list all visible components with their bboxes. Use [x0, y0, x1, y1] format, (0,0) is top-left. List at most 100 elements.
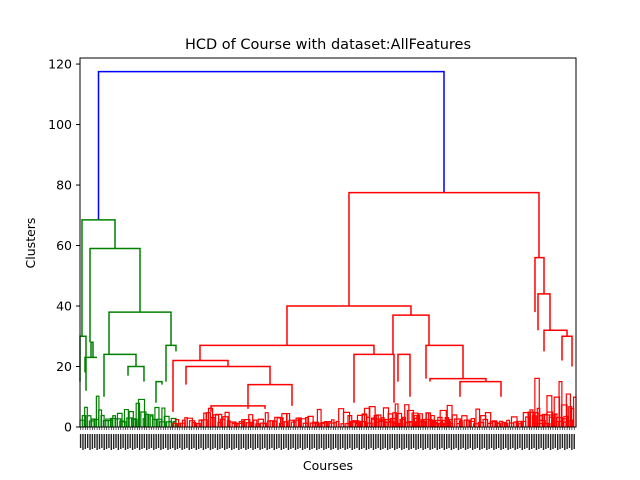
- leaf-merge-4-16: [565, 393, 571, 427]
- x-leaf-label-17: [98, 434, 101, 449]
- x-leaf-label-267: [394, 434, 396, 450]
- y-axis: 0 20 40 60 80 100 120: [48, 57, 80, 435]
- x-leaf-label-401: [552, 434, 554, 449]
- leaf-merge-2-40: [264, 412, 269, 427]
- dendrogram-link-1: [97, 70, 445, 220]
- x-leaf-label-133: [235, 434, 238, 448]
- x-leaf-label-79: [172, 434, 174, 448]
- x-leaf-label-61: [150, 434, 153, 448]
- x-leaf-label-23: [105, 434, 108, 449]
- dendrogram-link-19: [353, 353, 395, 403]
- x-leaf-label-273: [401, 434, 403, 450]
- x-leaf-label-205: [320, 434, 323, 448]
- dendrogram-link-17: [247, 383, 293, 409]
- x-leaf-label-11: [91, 434, 94, 449]
- leaf-merge-3-25: [404, 404, 410, 427]
- x-leaf-label-259: [384, 434, 386, 448]
- x-leaf-label-271: [398, 434, 401, 448]
- leaf-merge-2-140: [501, 421, 507, 427]
- x-leaf-label-381: [528, 434, 531, 450]
- x-leaf-label-375: [521, 434, 523, 450]
- x-leaf-label-225: [344, 434, 346, 450]
- x-leaf-label-107: [205, 434, 207, 449]
- y-tick-label-120: 120: [48, 57, 72, 72]
- x-leaf-label-295: [427, 434, 429, 448]
- leaf-merge-2-58: [307, 415, 314, 427]
- x-leaf-label-177: [287, 434, 290, 450]
- leaf-merge-2-45: [276, 417, 284, 427]
- x-leaf-label-317: [453, 434, 455, 449]
- x-leaf-label-43: [129, 434, 131, 448]
- dendrogram-link-16: [185, 365, 271, 385]
- dendrogram-link-8: [165, 344, 177, 382]
- x-leaf-label-305: [438, 434, 441, 449]
- leaf-merge-1-6: [91, 418, 96, 427]
- x-leaf-label-37: [122, 434, 124, 448]
- x-leaf-label-237: [358, 434, 360, 450]
- x-leaf-label-211: [327, 434, 330, 448]
- x-leaf-label-153: [259, 434, 261, 450]
- x-leaf-label-39: [124, 434, 127, 450]
- x-leaf-label-343: [483, 434, 486, 448]
- leaf-merge-2-72: [340, 423, 345, 427]
- x-leaf-label-201: [316, 434, 318, 450]
- leaf-merge-2-23: [224, 411, 230, 427]
- leaf-merge-4-3: [534, 377, 540, 427]
- leaf-merge-2-9: [191, 422, 197, 427]
- x-leaf-label-71: [162, 434, 164, 449]
- x-leaf-label-257: [382, 434, 384, 449]
- x-leaf-label-303: [436, 434, 438, 450]
- x-leaf-label-337: [476, 434, 479, 448]
- x-leaf-label-197: [311, 434, 313, 449]
- x-leaf-label-387: [535, 434, 538, 450]
- x-leaf-label-261: [386, 434, 389, 450]
- x-leaf-label-233: [353, 434, 356, 449]
- x-leaf-label-221: [339, 434, 342, 449]
- x-leaf-label-333: [471, 434, 474, 450]
- dendrogram-link-13: [286, 305, 412, 346]
- x-leaf-label-239: [360, 434, 363, 449]
- dendrogram-link-2: [81, 219, 116, 337]
- x-leaf-label-279: [408, 434, 410, 450]
- dendrogram-link-20: [392, 314, 430, 355]
- x-leaf-label-311: [445, 434, 448, 449]
- x-leaf-label-1: [79, 434, 82, 448]
- dendrogram-link-5: [90, 341, 94, 358]
- leaf-merge-3-20: [392, 412, 397, 427]
- leaf-merge-4-10: [551, 414, 556, 427]
- y-axis-label: Clusters: [23, 218, 38, 269]
- x-leaf-label-217: [334, 434, 337, 448]
- x-leaf-label-245: [368, 434, 370, 449]
- leaf-merge-1-24: [133, 418, 138, 427]
- x-leaf-label-117: [216, 434, 219, 450]
- leaf-merge-2-141: [503, 423, 509, 427]
- dendrogram-leaf-band: [79, 377, 577, 427]
- x-leaf-label-331: [469, 434, 472, 448]
- x-leaf-label-103: [200, 434, 202, 448]
- leaf-merge-3-36: [430, 419, 435, 427]
- leaf-merge-2-48: [283, 421, 289, 427]
- leaf-merge-1-2: [81, 415, 87, 427]
- x-leaf-label-9: [89, 434, 91, 450]
- x-leaf-label-97: [193, 434, 195, 448]
- x-leaf-label-399: [549, 434, 552, 450]
- x-leaf-label-385: [533, 434, 535, 448]
- leaf-merge-2-100: [406, 409, 414, 427]
- y-tick-label-40: 40: [56, 299, 72, 314]
- leaf-merge-2-11: [196, 422, 201, 427]
- x-leaf-label-321: [457, 434, 460, 450]
- x-leaf-label-345: [486, 434, 488, 450]
- x-leaf-label-175: [285, 434, 287, 448]
- x-leaf-label-47: [134, 434, 136, 449]
- x-leaf-label-397: [547, 434, 549, 448]
- leaf-merge-2-149: [522, 412, 530, 427]
- x-leaf-label-405: [556, 434, 559, 450]
- x-leaf-label-355: [497, 434, 500, 448]
- x-leaf-label-75: [167, 434, 169, 450]
- x-leaf-label-297: [429, 434, 431, 450]
- x-leaf-label-263: [389, 434, 391, 449]
- x-leaf-label-367: [512, 434, 514, 448]
- x-leaf-label-307: [441, 434, 443, 448]
- x-leaf-label-121: [221, 434, 224, 448]
- x-leaf-label-209: [325, 434, 327, 449]
